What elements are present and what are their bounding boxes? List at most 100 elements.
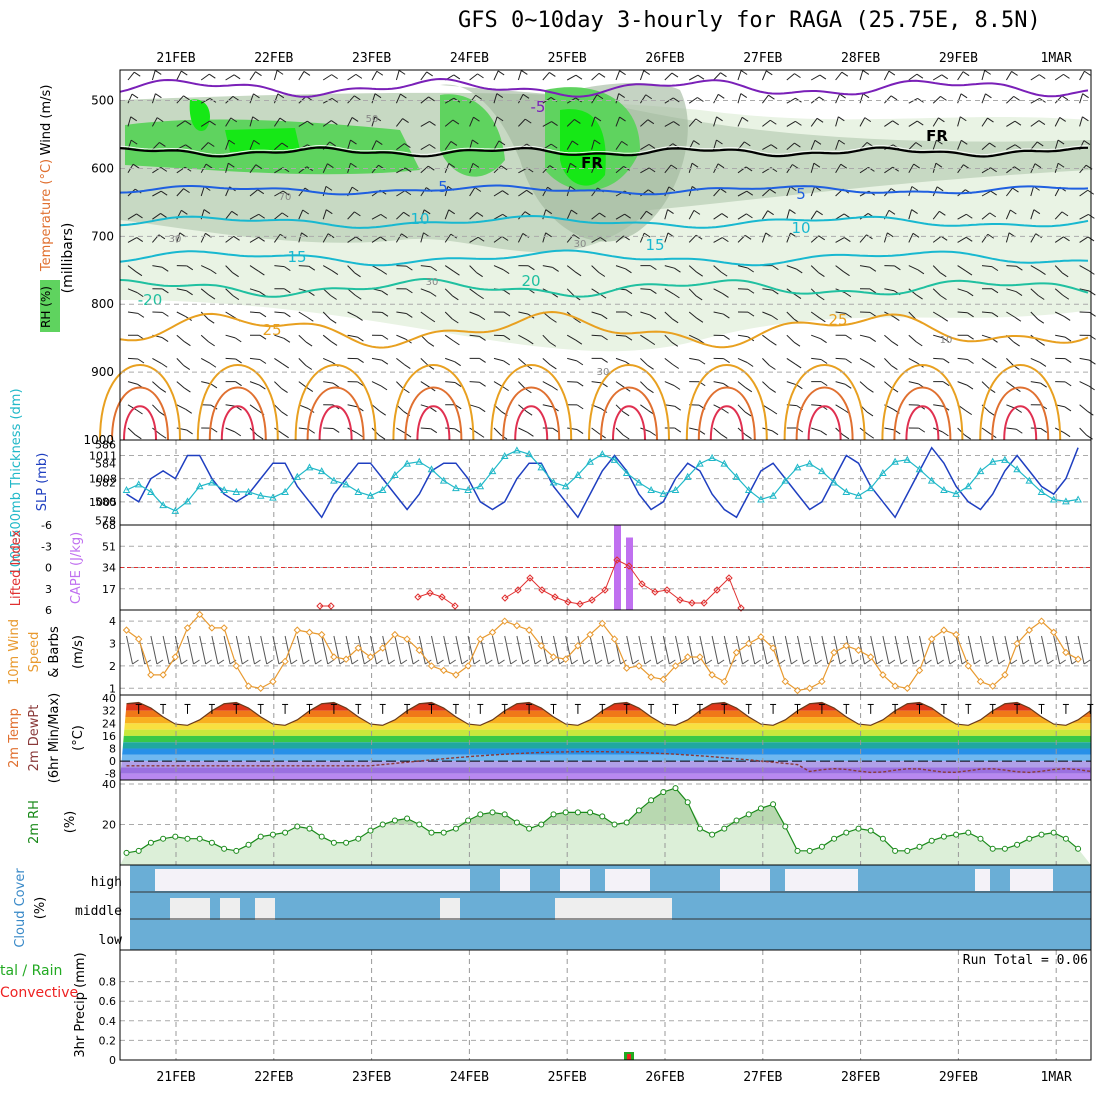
li-marker (588, 596, 596, 604)
temp-lobe-35 (795, 386, 854, 441)
wind-barb-flag (131, 93, 139, 99)
wind-barb-flag (137, 358, 145, 364)
wind-barb-flag (253, 139, 260, 145)
contour-label: 15 (645, 236, 664, 254)
thickness-marker (598, 450, 607, 458)
wind-barb-flag (501, 236, 509, 241)
wind-barb-flag (452, 295, 459, 301)
wind-barb (835, 357, 846, 360)
wind-barb-flag (210, 383, 218, 389)
wind-barb (176, 95, 184, 104)
thickness-marker (549, 478, 558, 486)
surface-wind-barb (296, 635, 304, 665)
wind-barb (493, 357, 504, 362)
wind-barb (664, 72, 673, 81)
surface-wind-barb (601, 635, 609, 665)
wind-barb-flag (1082, 93, 1089, 99)
wind-barb (371, 140, 377, 150)
wind-barb-flag (966, 213, 973, 219)
wind-barb (225, 96, 234, 104)
wind-barb-flag (476, 272, 483, 278)
temp-lobe-35 (893, 386, 952, 441)
wind-barb (786, 265, 797, 270)
wind-speed-marker (793, 686, 802, 695)
temp-label-a: 2m Temp (7, 708, 22, 768)
thickness-marker (220, 486, 228, 494)
wind-barb (1006, 265, 1017, 267)
surface-wind-barb-flag (449, 659, 456, 665)
wind-barb (542, 121, 552, 127)
surface-wind-barb (760, 635, 768, 665)
wind-barb (127, 357, 139, 360)
surface-wind-barb-flag (1010, 659, 1018, 665)
rh2m-marker (1001, 845, 1008, 852)
wind-barb-flag (844, 237, 851, 242)
wind-barb (713, 237, 723, 243)
wind-barb (786, 120, 796, 127)
wind-barb-flag (478, 315, 486, 321)
wind-barb-flag (497, 70, 505, 76)
wind-barb (688, 186, 693, 197)
wind-barb-flag (916, 294, 923, 300)
wind-barb (249, 311, 261, 314)
wind-barb-flag (964, 434, 971, 440)
wind-barb-flag (281, 212, 289, 218)
wind-barb-flag (1040, 382, 1047, 388)
wind-barb-flag (625, 268, 632, 274)
wind-barb-flag (453, 340, 460, 346)
surface-wind-barb (1004, 635, 1012, 665)
rh2m-marker (452, 825, 459, 832)
wind-barb-flag (818, 272, 825, 277)
wind-barb-flag (967, 334, 974, 340)
wind-barb-flag (940, 95, 947, 101)
wind-barb-flag (938, 117, 945, 123)
wind-barb-flag (234, 431, 242, 437)
wind-barb-flag (1061, 272, 1069, 278)
wind-barb (737, 117, 743, 127)
wind-barb-flag (647, 364, 654, 370)
cape-bar (626, 537, 633, 610)
wind-barb (274, 167, 284, 174)
wind-barb-flag (1064, 406, 1072, 412)
wind-barb (371, 70, 378, 81)
wind-barb (298, 265, 309, 267)
wind-barb-flag (893, 316, 900, 321)
surface-wind-barb (967, 635, 975, 665)
wind-barb (688, 118, 697, 127)
wind-barb-flag (429, 121, 436, 126)
rh2m-marker (172, 833, 179, 840)
wind-barb-flag (258, 236, 265, 242)
thickness-marker (988, 457, 997, 465)
wind-barb-flag (502, 190, 509, 196)
wind-speed-marker (208, 624, 216, 632)
wind-barb-flag (307, 316, 314, 322)
thickness-marker (720, 459, 729, 467)
wind-barb-flag (325, 185, 333, 191)
wind-barb (957, 140, 962, 150)
rh2m-marker (440, 829, 447, 836)
surface-wind-barb (894, 635, 902, 665)
wind-barb (225, 334, 236, 339)
wind-barb-flag (917, 269, 925, 275)
wind-barb-flag (840, 163, 847, 169)
wind-barb (908, 233, 914, 243)
wind-barb-flag (303, 71, 311, 76)
wind-barb-flag (696, 317, 704, 323)
temp-lobe-40 (905, 405, 940, 441)
wind-barb (1054, 265, 1063, 274)
temp-tick: 16 (102, 730, 116, 743)
cloud-label: Cloud Cover (13, 868, 28, 948)
wind-barb-flag (716, 139, 723, 145)
wind-barb-flag (330, 295, 337, 300)
li-marker (601, 586, 609, 594)
wind-barb (884, 166, 893, 174)
wind-barb (981, 142, 990, 150)
wind-barb-flag (253, 93, 260, 99)
temp-lobe-30 (783, 364, 866, 441)
wind-barb-flag (842, 434, 850, 440)
wind-barb-flag (184, 166, 192, 172)
wind-barb (127, 213, 137, 220)
thickness-marker (281, 487, 289, 495)
wind-barb-flag (183, 365, 191, 370)
wind-barb (322, 120, 332, 127)
